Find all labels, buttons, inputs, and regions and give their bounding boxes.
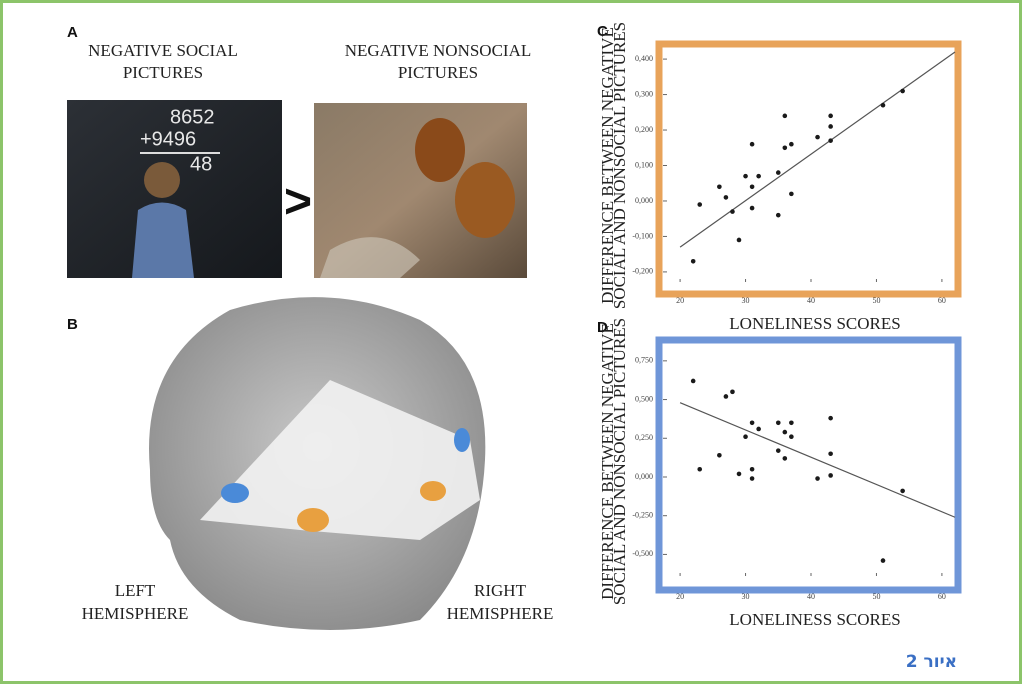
point: [828, 416, 833, 421]
point: [750, 142, 755, 147]
x-tick-label: 30: [742, 296, 750, 305]
y-tick-label: 0,200: [635, 125, 653, 134]
x-tick-label: 40: [807, 592, 815, 601]
brain-image: [149, 297, 485, 630]
y-tick-label: 0,000: [635, 196, 653, 205]
y-tick-label: 0,400: [635, 54, 653, 63]
x-axis-title: LONELINESS SCORES: [729, 314, 900, 333]
x-axis-title: LONELINESS SCORES: [729, 610, 900, 629]
panel-label: B: [67, 316, 78, 333]
caption: HEMISPHERE: [82, 604, 189, 623]
point: [900, 489, 905, 494]
point: [743, 174, 748, 179]
point: [750, 467, 755, 472]
chalk-text: 48: [190, 153, 212, 175]
point: [776, 213, 781, 218]
y-tick-label: 0,000: [635, 472, 653, 481]
point: [750, 206, 755, 211]
y-tick-label: 0,250: [635, 433, 653, 442]
caption: NEGATIVE SOCIAL: [88, 41, 238, 60]
point: [724, 195, 729, 200]
point: [783, 145, 788, 150]
point: [783, 114, 788, 119]
point: [697, 467, 702, 472]
figure-caption: איור 2: [906, 652, 957, 672]
point: [828, 473, 833, 478]
caption: LEFT: [115, 581, 156, 600]
point: [789, 420, 794, 425]
y-tick-label: 0,500: [635, 394, 653, 403]
point: [737, 472, 742, 477]
point: [789, 434, 794, 439]
y-tick-label: 0,750: [635, 356, 653, 365]
point: [815, 135, 820, 140]
point: [691, 379, 696, 384]
point: [750, 476, 755, 481]
caption: PICTURES: [398, 63, 478, 82]
x-tick-label: 60: [938, 592, 946, 601]
x-tick-label: 40: [807, 296, 815, 305]
point: [776, 448, 781, 453]
point: [750, 184, 755, 189]
plot-frame: [659, 340, 958, 590]
y-tick-label: -0,250: [632, 511, 653, 520]
y-tick-label: 0,100: [635, 160, 653, 169]
point: [828, 114, 833, 119]
figure: A NEGATIVE SOCIAL PICTURES NEGATIVE NONS…: [0, 0, 1022, 684]
point: [881, 558, 886, 563]
caption: HEMISPHERE: [447, 604, 554, 623]
point: [783, 430, 788, 435]
point: [756, 427, 761, 432]
point: [900, 89, 905, 94]
point: [743, 434, 748, 439]
point: [730, 390, 735, 395]
x-tick-label: 20: [676, 296, 684, 305]
x-tick-label: 20: [676, 592, 684, 601]
point: [737, 238, 742, 243]
point: [789, 192, 794, 197]
point: [691, 259, 696, 264]
point: [717, 184, 722, 189]
caption: PICTURES: [123, 63, 203, 82]
point: [776, 170, 781, 175]
panel-label: A: [67, 24, 78, 41]
photo-social: 8652 +9496 48: [67, 100, 282, 278]
comparator: >: [284, 176, 312, 229]
point: [730, 209, 735, 214]
point: [697, 202, 702, 207]
point: [881, 103, 886, 108]
point: [828, 138, 833, 143]
x-tick-label: 50: [872, 592, 880, 601]
y-tick-label: -0,500: [632, 549, 653, 558]
x-tick-label: 50: [872, 296, 880, 305]
point: [717, 453, 722, 458]
point: [789, 142, 794, 147]
y-axis-title: SOCIAL AND NONSOCIAL PICTURES: [610, 22, 629, 309]
point: [724, 394, 729, 399]
point: [756, 174, 761, 179]
point: [815, 476, 820, 481]
y-tick-label: -0,200: [632, 267, 653, 276]
x-tick-label: 30: [742, 592, 750, 601]
caption: RIGHT: [474, 581, 527, 600]
photo-nonsocial: [314, 103, 527, 278]
y-tick-label: 0,300: [635, 89, 653, 98]
point: [828, 124, 833, 129]
point: [828, 451, 833, 456]
caption: NEGATIVE NONSOCIAL: [345, 41, 532, 60]
y-tick-label: -0,100: [632, 231, 653, 240]
y-axis-title: SOCIAL AND NONSOCIAL PICTURES: [610, 318, 629, 605]
x-tick-label: 60: [938, 296, 946, 305]
point: [750, 420, 755, 425]
point: [776, 420, 781, 425]
point: [783, 456, 788, 461]
chalk-text: 8652: [170, 106, 215, 128]
chalk-text: +9496: [140, 128, 196, 150]
